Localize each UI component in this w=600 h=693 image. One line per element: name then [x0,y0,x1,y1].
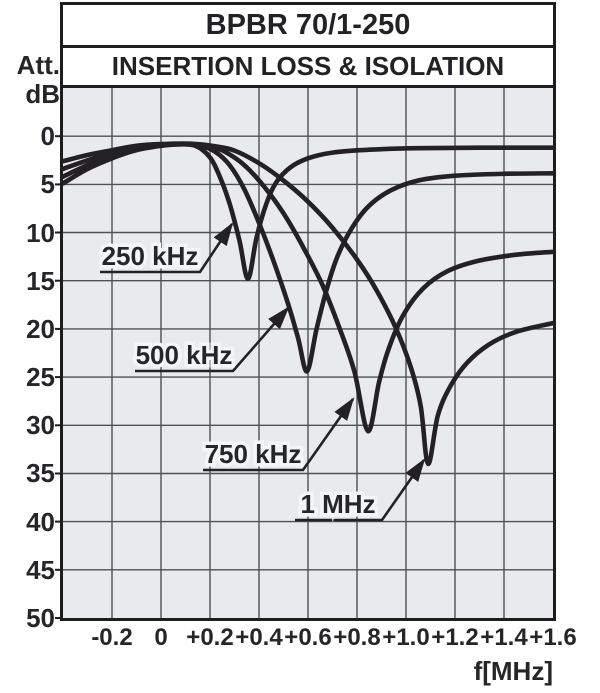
y-axis-unit-line2: dB [25,79,60,109]
y-tick-label: 0 [40,121,55,152]
annotation-label-250-khz: 250 kHz [102,241,199,271]
x-tick-label: +1.2 [431,624,479,651]
y-tick-label: 50 [26,603,55,633]
y-axis-unit-label: Att. dB [4,51,60,109]
y-tick-label: 40 [26,506,55,537]
plot-area: 250 kHz 500 kHz 750 kHz 1 MHz [55,85,556,621]
y-tick-label: 15 [26,265,55,296]
x-tick-label: +1.4 [480,624,528,651]
annotations-group: 250 kHz 500 kHz 750 kHz 1 MHz [98,222,426,523]
annotation-label-500-khz: 500 kHz [136,340,233,370]
annotation-label-1-mhz: 1 MHz [300,489,375,519]
y-axis-tick-marks [55,135,63,619]
y-tick-label: 30 [26,410,55,441]
chart-title: BPBR 70/1-250 [63,5,553,48]
x-tick-label: -0.2 [91,624,133,651]
annotation-arrow-1-mhz [295,458,426,522]
annotation-arrow-250-khz [100,222,234,274]
grid-lines [63,88,553,618]
chart-subtitle: INSERTION LOSS & ISOLATION [111,51,505,81]
annotation-arrow-750-khz [203,397,355,472]
x-tick-label: 0 [154,624,168,651]
title-box: BPBR 70/1-250 INSERTION LOSS & ISOLATION [60,2,556,88]
y-tick-label: 25 [26,362,55,393]
x-axis-label: f[MHz] [473,656,553,686]
x-tick-label: +1.0 [382,624,430,651]
x-tick-label: +0.6 [284,624,332,651]
curve-1-mhz [62,141,554,467]
x-tick-label: +1.6 [529,624,577,651]
chart-canvas: 250 kHz 500 kHz 750 kHz 1 MHz [55,88,554,619]
y-tick-label: 45 [26,554,55,585]
annotation-arrow-500-khz [135,306,290,373]
y-tick-label: 35 [26,458,55,489]
y-tick-label: 5 [40,169,55,200]
y-tick-label: 20 [26,313,55,344]
x-tick-label: +0.4 [235,624,283,651]
x-tick-label: +0.2 [186,624,234,651]
x-tick-label: +0.8 [333,624,381,651]
annotation-label-750-khz: 750 kHz [205,439,302,469]
y-tick-label: 10 [26,217,55,248]
y-axis-unit-line1: Att. [16,50,60,80]
curves-group [62,141,554,467]
